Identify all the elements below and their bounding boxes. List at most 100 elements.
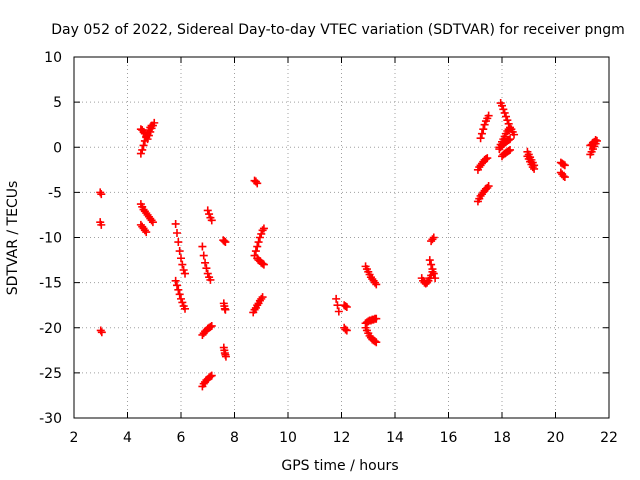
data-point xyxy=(136,149,145,158)
y-tick-label: 5 xyxy=(53,95,62,111)
data-point xyxy=(476,134,485,143)
y-tick-label: -30 xyxy=(39,411,62,427)
data-point xyxy=(175,290,184,299)
data-point xyxy=(221,238,230,247)
series-arc12 xyxy=(198,321,216,339)
data-point xyxy=(504,146,513,155)
y-tick-label: 10 xyxy=(44,50,62,66)
data-point xyxy=(96,326,105,335)
data-point xyxy=(140,226,149,235)
data-points xyxy=(96,99,601,391)
series-arc18 xyxy=(250,224,268,260)
data-point xyxy=(139,141,148,150)
series-arc20 xyxy=(249,293,267,317)
data-point xyxy=(259,260,268,269)
series-arc29 xyxy=(427,233,438,246)
data-point xyxy=(560,173,569,182)
y-tick-label: -5 xyxy=(48,185,62,201)
y-tick-label: -15 xyxy=(39,276,62,292)
series-arc10 xyxy=(198,242,215,284)
data-point xyxy=(220,237,229,246)
data-point xyxy=(175,247,184,256)
data-point xyxy=(177,294,185,303)
data-point xyxy=(500,108,509,117)
data-point xyxy=(142,133,151,142)
series-arc31 xyxy=(473,154,492,174)
data-point xyxy=(207,371,216,380)
y-axis-label: SDTVAR / TECUs xyxy=(5,181,21,296)
data-point xyxy=(171,276,180,285)
data-point xyxy=(143,129,152,138)
data-point xyxy=(372,338,381,347)
data-point xyxy=(481,154,490,163)
data-point xyxy=(259,224,268,233)
series-arc02 xyxy=(96,218,106,229)
series-arc14 xyxy=(219,236,230,247)
data-point xyxy=(172,281,181,290)
data-point xyxy=(504,136,513,145)
data-point xyxy=(528,163,537,172)
data-point xyxy=(140,136,149,145)
x-tick-label: 14 xyxy=(386,430,404,446)
data-point xyxy=(96,188,105,197)
series-arc24 xyxy=(361,262,381,289)
series-arc32 xyxy=(476,111,493,143)
x-tick-label: 8 xyxy=(230,430,239,446)
series-arc11 xyxy=(203,206,216,225)
data-point xyxy=(428,235,437,244)
data-point xyxy=(334,307,343,316)
series-arc17 xyxy=(250,176,262,188)
data-point xyxy=(425,256,434,265)
data-point xyxy=(483,183,492,192)
x-axis-label: GPS time / hours xyxy=(281,458,398,474)
data-point xyxy=(255,233,264,242)
x-tick-label: 12 xyxy=(333,430,351,446)
y-tick-label: -10 xyxy=(39,231,62,247)
data-point xyxy=(429,269,438,278)
data-point xyxy=(198,242,207,251)
y-tick-label: -25 xyxy=(39,366,62,382)
series-arc26 xyxy=(361,323,381,347)
data-point xyxy=(146,123,155,132)
x-tick-label: 16 xyxy=(440,430,458,446)
data-point xyxy=(181,304,190,313)
data-point xyxy=(479,125,488,134)
data-point xyxy=(559,172,568,181)
data-point xyxy=(178,298,187,307)
data-point xyxy=(139,127,148,136)
data-point xyxy=(174,285,183,294)
x-tick-label: 18 xyxy=(493,430,511,446)
y-tick-labels: -30 -25 -20 -15 -10 -5 0 5 10 xyxy=(39,50,62,427)
data-point xyxy=(429,233,438,242)
data-point xyxy=(477,129,486,138)
data-point xyxy=(480,120,489,129)
data-point xyxy=(179,265,188,274)
data-point xyxy=(147,121,156,130)
series-arc36 xyxy=(498,145,515,161)
series-arc40 xyxy=(556,168,569,182)
series-arc13 xyxy=(198,371,216,391)
data-point xyxy=(258,259,267,268)
data-point xyxy=(251,247,260,256)
data-point xyxy=(370,278,379,287)
data-point xyxy=(498,101,506,110)
data-point xyxy=(253,301,262,310)
data-point xyxy=(221,352,230,361)
data-point xyxy=(97,328,106,337)
data-point xyxy=(142,228,151,237)
x-tick-label: 20 xyxy=(547,430,565,446)
data-point xyxy=(499,105,508,114)
series-arc23 xyxy=(340,323,351,335)
data-point xyxy=(431,274,440,283)
data-point xyxy=(506,135,515,144)
data-point xyxy=(206,275,215,284)
series-arc15 xyxy=(219,299,230,314)
series-arc22 xyxy=(340,301,351,311)
data-point xyxy=(258,293,267,302)
data-point xyxy=(342,302,351,311)
data-point xyxy=(427,260,436,269)
data-point xyxy=(503,116,512,125)
data-point xyxy=(257,294,266,303)
x-tick-label: 4 xyxy=(123,430,132,446)
data-point xyxy=(484,111,493,120)
